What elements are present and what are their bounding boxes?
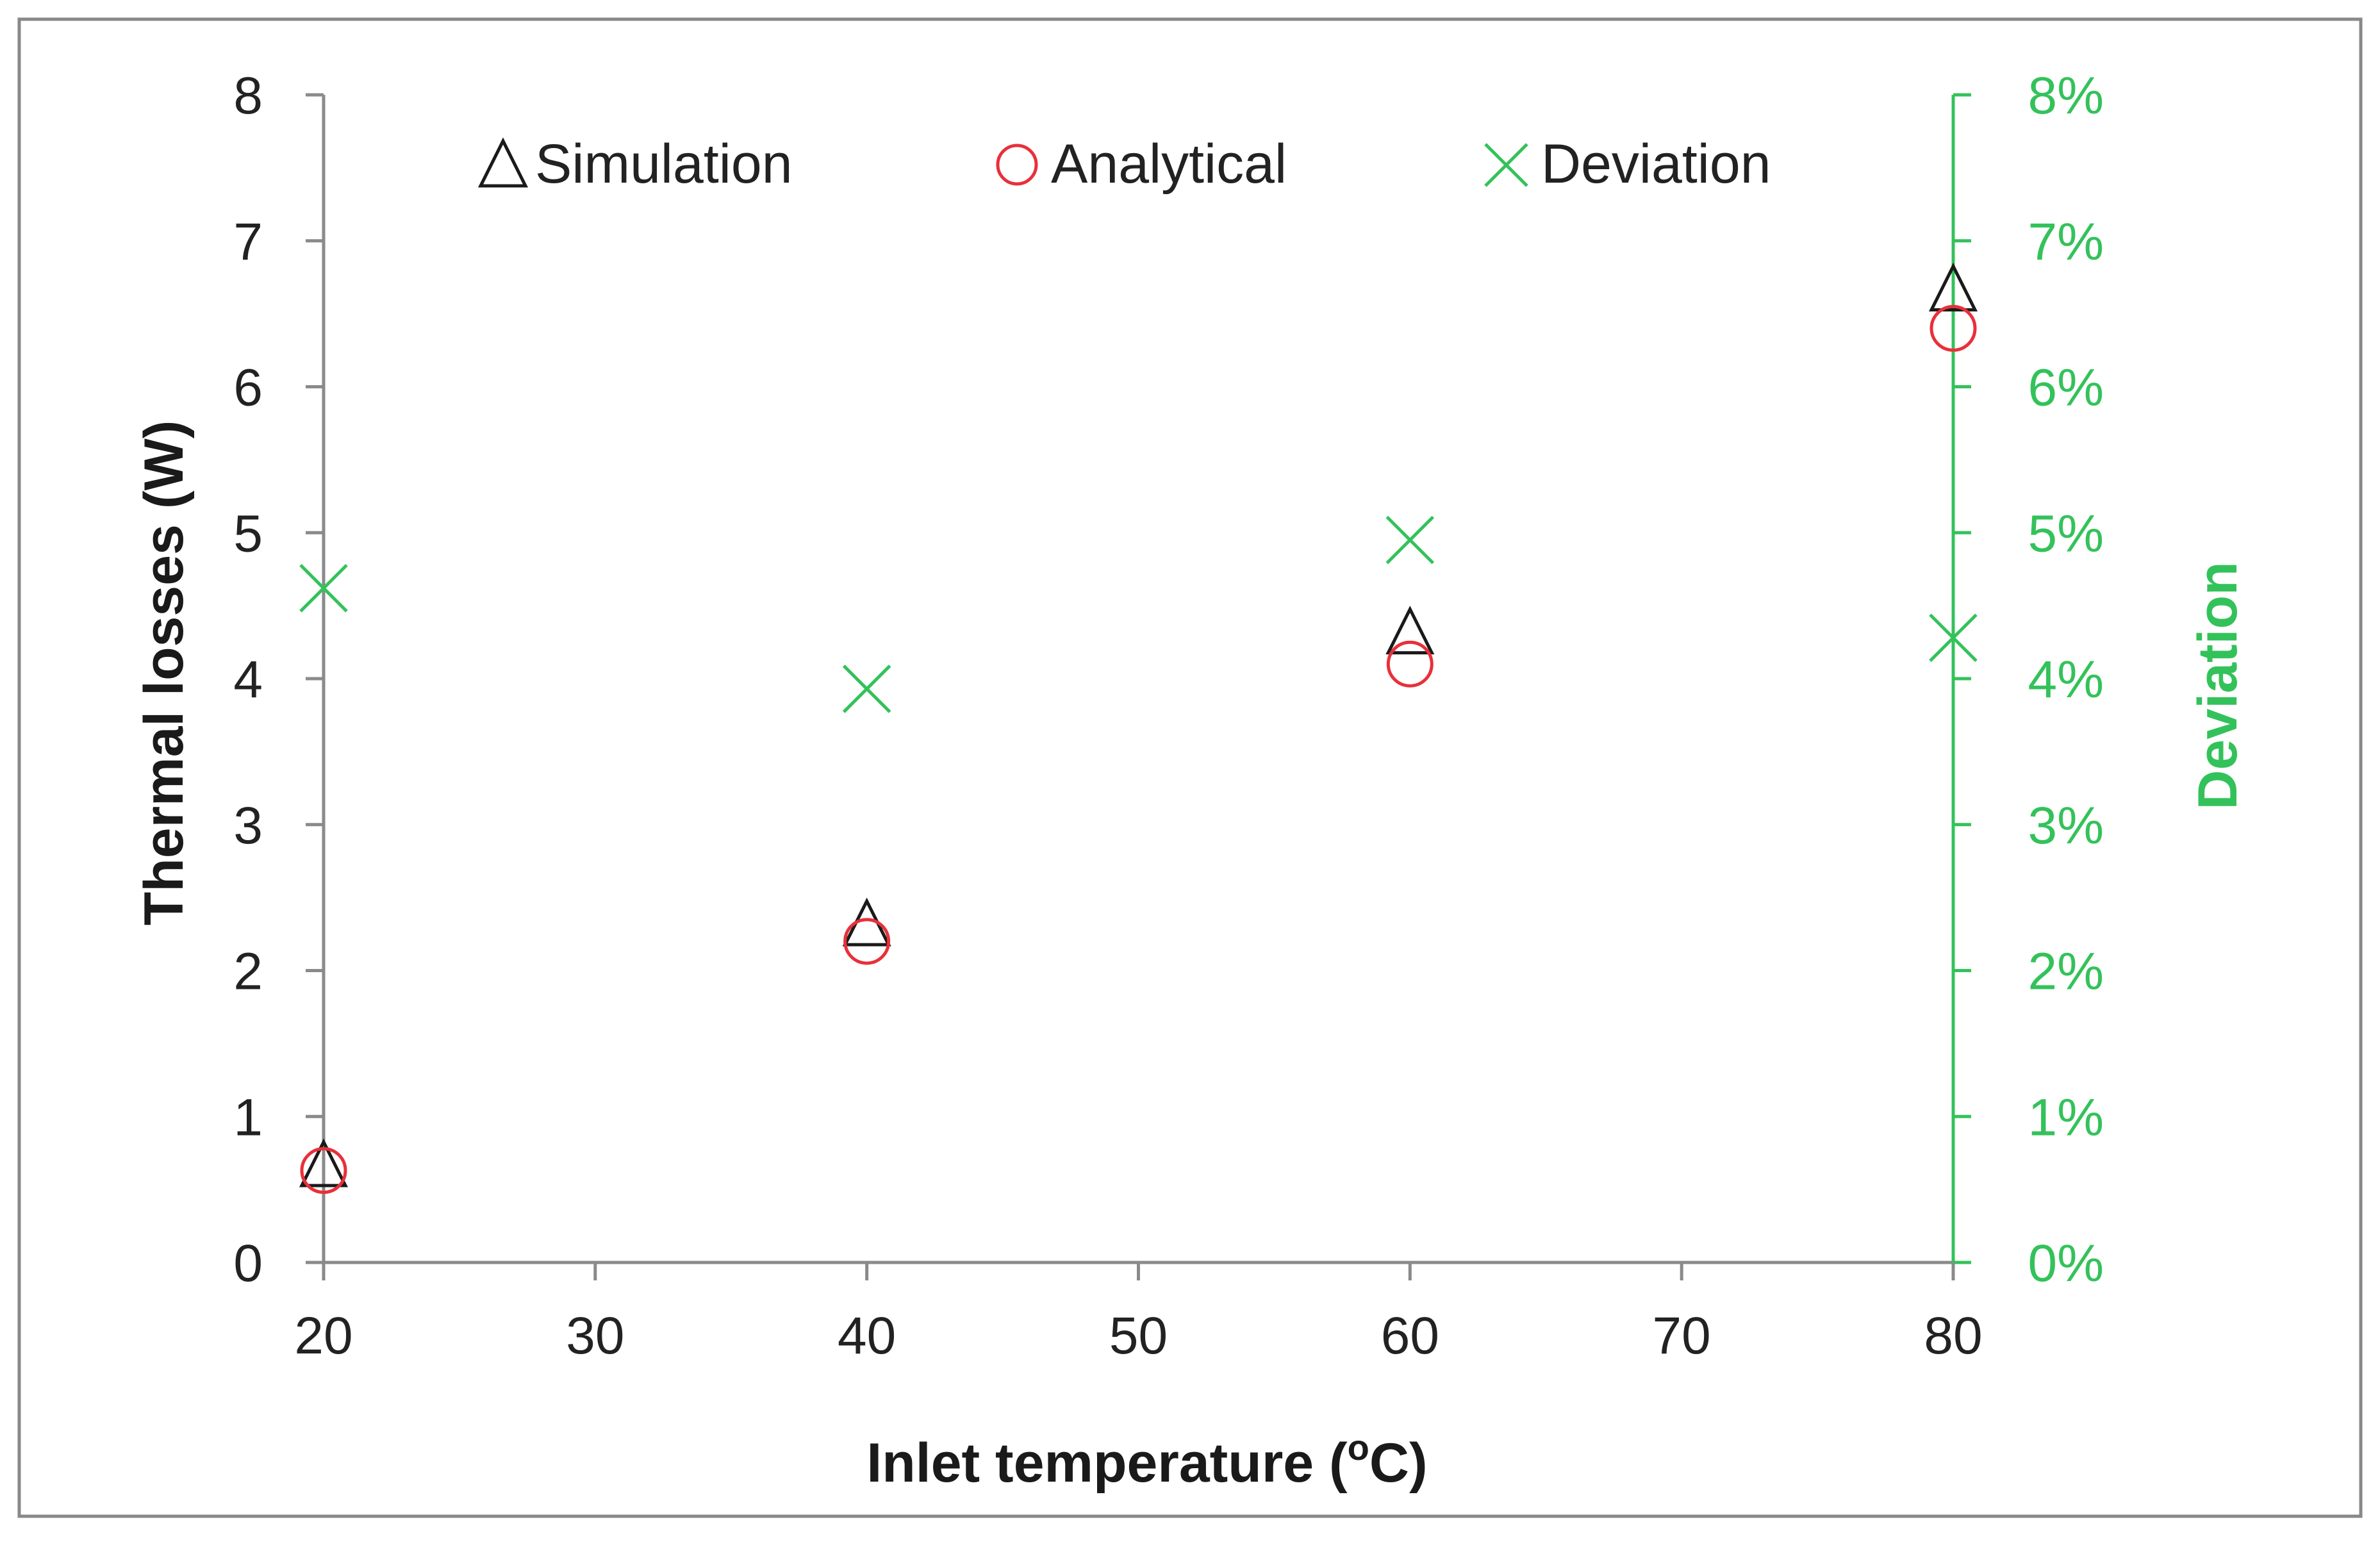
x-tick-label: 40: [838, 1307, 896, 1365]
x-tick-label: 50: [1109, 1307, 1168, 1365]
x-tick-label: 70: [1653, 1307, 1711, 1365]
y2-tick-label: 4%: [2028, 650, 2104, 709]
x-axis-title: Inlet temperature (oC): [866, 1427, 1427, 1494]
y-tick-label: 0: [233, 1234, 263, 1293]
point-simulation: [1928, 262, 1978, 311]
y2-tick-label: 6%: [2028, 359, 2104, 417]
legend: Simulation Analytical Deviation: [477, 133, 1771, 195]
y-tick-label: 4: [233, 650, 263, 709]
axes: [306, 93, 1971, 1280]
y-tick-label: 5: [233, 504, 263, 563]
point-deviation: [1929, 613, 1978, 662]
legend-label-simulation: Simulation: [535, 133, 793, 195]
point-deviation: [842, 665, 891, 713]
y2-tick-label: 8%: [2028, 67, 2104, 125]
legend-item-deviation: Deviation: [1484, 133, 1771, 195]
legend-label-analytical: Analytical: [1051, 133, 1287, 195]
point-simulation: [1385, 606, 1435, 655]
point-deviation: [299, 564, 348, 613]
legend-circle-icon: [996, 144, 1038, 186]
y-tick-label: 1: [233, 1088, 263, 1146]
y2-tick-label: 2%: [2028, 943, 2104, 1001]
legend-label-deviation: Deviation: [1541, 133, 1771, 195]
x-axis-title-sup: o: [1348, 1427, 1369, 1468]
legend-item-simulation: Simulation: [477, 133, 793, 195]
legend-item-analytical: Analytical: [996, 133, 1287, 195]
y2-tick-label: 0%: [2028, 1234, 2104, 1293]
point-deviation: [1385, 515, 1435, 565]
y-tick-label: 2: [233, 943, 263, 1001]
y-axis-title: Thermal losses (W): [133, 420, 195, 926]
point-analytical: [1386, 640, 1434, 688]
point-analytical: [300, 1147, 347, 1195]
y-tick-label: 3: [233, 797, 263, 855]
y-tick-label: 8: [233, 67, 263, 125]
point-simulation: [299, 1138, 349, 1187]
y2-tick-label: 5%: [2028, 504, 2104, 563]
chart-frame: [17, 17, 2363, 1518]
y2-tick-label: 3%: [2028, 797, 2104, 855]
point-analytical: [843, 918, 891, 965]
point-deviation-stroke-b: [299, 564, 348, 613]
y2-axis-title: Deviation: [2187, 561, 2249, 809]
x-axis-title-main: Inlet temperature (: [866, 1432, 1348, 1494]
data-marks: [299, 262, 1978, 1195]
point-deviation-stroke-b: [1385, 515, 1435, 565]
x-tick-label: 20: [294, 1307, 352, 1365]
legend-x-icon-b: [1484, 143, 1528, 187]
x-tick-label: 30: [566, 1307, 624, 1365]
x-tick-label: 60: [1381, 1307, 1439, 1365]
point-deviation-stroke-b: [1929, 613, 1978, 662]
y-tick-label: 6: [233, 359, 263, 417]
point-analytical: [1930, 304, 1977, 352]
point-deviation-stroke-b: [842, 665, 891, 713]
y2-tick-label: 7%: [2028, 213, 2104, 271]
y-tick-label: 7: [233, 213, 263, 271]
legend-triangle-icon: [477, 137, 529, 188]
y2-tick-label: 1%: [2028, 1088, 2104, 1146]
x-axis-title-end: C): [1369, 1432, 1428, 1494]
x-tick-label: 80: [1924, 1307, 1982, 1365]
tick-labels: 0 1 2 3 4 5 6 7 8 0% 1% 2% 3% 4% 5% 6% 7% 8% 20 30 40 50 60 70 8…: [233, 67, 2104, 1365]
